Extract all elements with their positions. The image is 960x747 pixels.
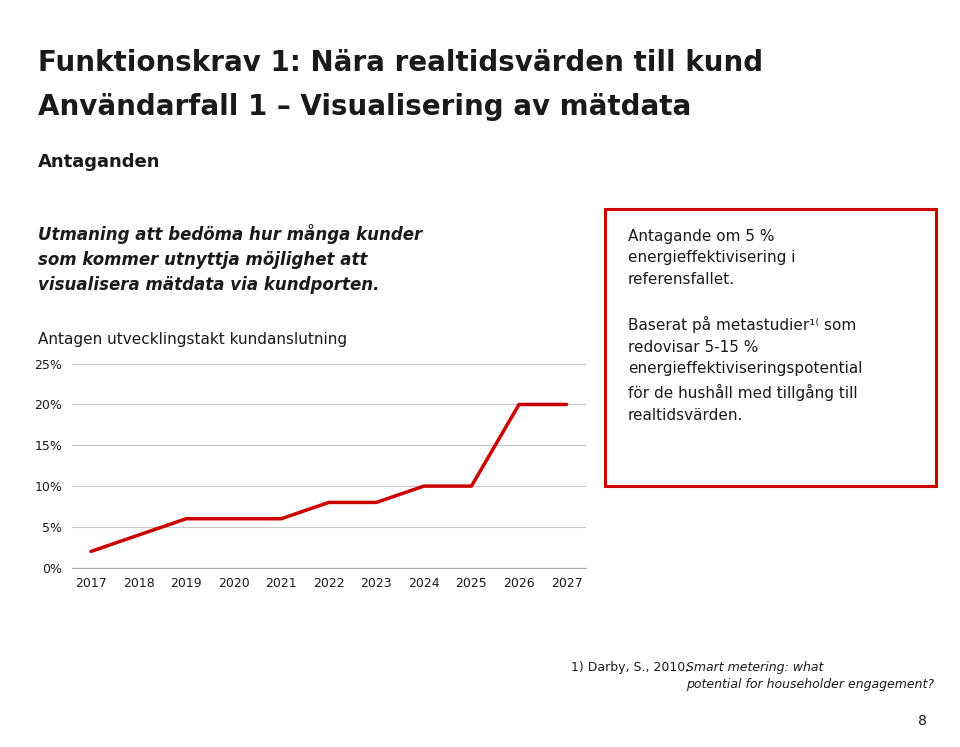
Text: Antaganden: Antaganden xyxy=(38,153,161,171)
Text: Antagande om 5 %
energieffektivisering i
referensfallet.

Baserat på metastudier: Antagande om 5 % energieffektivisering i… xyxy=(628,229,862,423)
FancyBboxPatch shape xyxy=(605,209,936,486)
Text: 8: 8 xyxy=(918,714,926,728)
Text: Smart metering: what
potential for householder engagement?: Smart metering: what potential for house… xyxy=(686,661,934,691)
Text: Antagen utvecklingstakt kundanslutning: Antagen utvecklingstakt kundanslutning xyxy=(38,332,348,347)
Text: Utmaning att bedöma hur många kunder
som kommer utnyttja möjlighet att
visualise: Utmaning att bedöma hur många kunder som… xyxy=(38,224,422,294)
Text: 1) Darby, S., 2010,: 1) Darby, S., 2010, xyxy=(571,661,693,674)
Text: Användarfall 1 – Visualisering av mätdata: Användarfall 1 – Visualisering av mätdat… xyxy=(38,93,691,121)
Text: Funktionskrav 1: Nära realtidsvärden till kund: Funktionskrav 1: Nära realtidsvärden til… xyxy=(38,49,763,76)
